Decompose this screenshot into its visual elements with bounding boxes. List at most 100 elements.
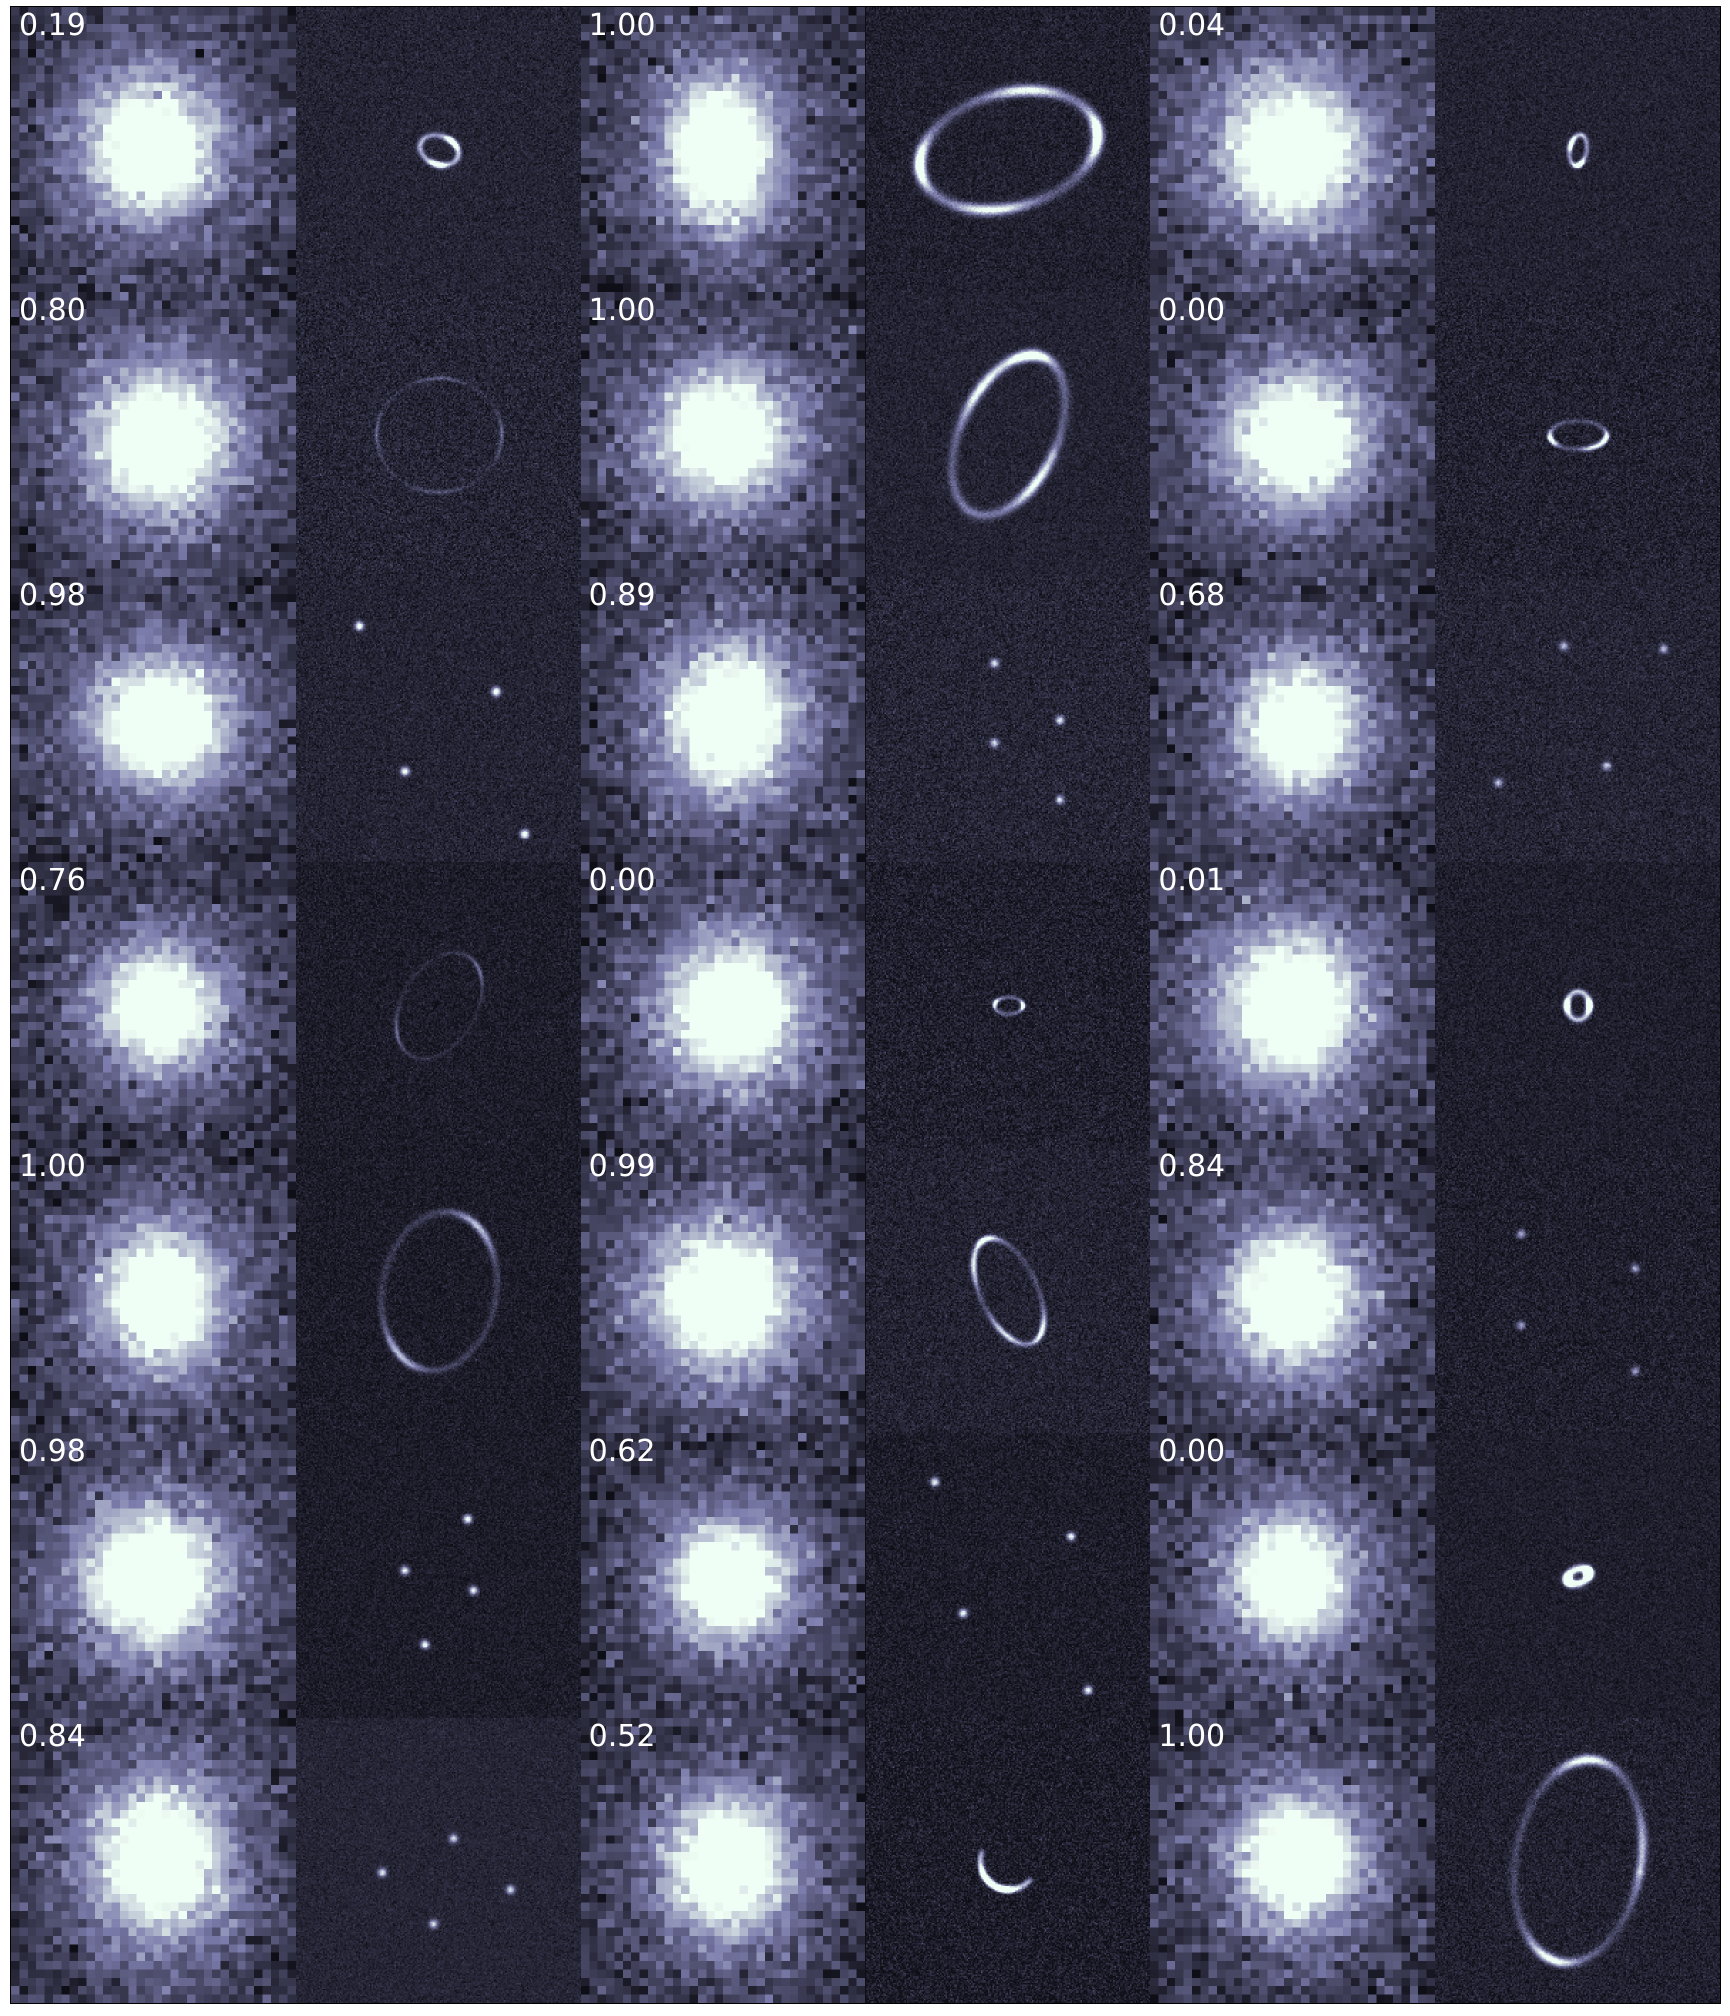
galaxy-cutout	[1150, 7, 1436, 293]
score-label: 0.98	[19, 578, 86, 614]
lensed-source-image	[295, 7, 581, 293]
galaxy-image: 0.99	[580, 1147, 866, 1433]
galaxy-image: 0.84	[11, 1717, 296, 2003]
lensed-source-image	[865, 577, 1151, 863]
score-label: 0.62	[588, 1433, 656, 1469]
lensed-source-image	[1435, 1717, 1720, 2003]
score-label: 0.01	[1158, 863, 1226, 899]
galaxy-cutout	[1150, 862, 1436, 1148]
score-label: 0.00	[588, 863, 656, 899]
galaxy-image: 0.98	[11, 1432, 296, 1718]
galaxy-image: 0.00	[580, 862, 866, 1148]
galaxy-cutout	[580, 7, 866, 293]
lensed-arc-cutout	[1435, 7, 1720, 293]
galaxy-cutout	[1150, 577, 1436, 863]
galaxy-cutout	[1150, 1432, 1436, 1718]
score-label: 0.04	[1158, 8, 1226, 43]
lensed-arc-cutout	[1435, 292, 1720, 578]
lensed-arc-cutout	[865, 1147, 1151, 1433]
galaxy-cutout	[11, 1147, 296, 1433]
score-label: 0.68	[1158, 578, 1226, 614]
lensed-source-image	[865, 1147, 1151, 1433]
lensed-arc-cutout	[1435, 862, 1720, 1148]
galaxy-image: 1.00	[11, 1147, 296, 1433]
score-label: 0.80	[19, 293, 86, 329]
galaxy-image: 0.98	[11, 577, 296, 863]
lensed-arc-cutout	[1435, 577, 1720, 863]
galaxy-cutout	[580, 1432, 866, 1718]
lensed-source-image	[865, 1717, 1151, 2003]
galaxy-image: 0.80	[11, 292, 296, 578]
galaxy-image: 0.19	[11, 7, 296, 293]
lensed-source-image	[295, 862, 581, 1148]
lensed-source-image	[865, 292, 1151, 578]
galaxy-cutout	[580, 292, 866, 578]
lensed-arc-cutout	[1435, 1147, 1720, 1433]
galaxy-cutout	[11, 862, 296, 1148]
galaxy-cutout	[580, 862, 866, 1148]
galaxy-image: 0.76	[11, 862, 296, 1148]
lensed-source-image	[865, 862, 1151, 1148]
lensed-arc-cutout	[865, 862, 1151, 1148]
lensed-source-image	[295, 1147, 581, 1433]
lensed-arc-cutout	[295, 1147, 581, 1433]
lensed-source-image	[295, 292, 581, 578]
galaxy-cutout	[580, 1717, 866, 2003]
lensed-arc-cutout	[865, 7, 1151, 293]
lensed-source-image	[1435, 577, 1720, 863]
galaxy-image: 0.68	[1150, 577, 1436, 863]
lensed-source-image	[295, 1432, 581, 1718]
galaxy-cutout	[1150, 1147, 1436, 1433]
lensed-source-image	[1435, 1147, 1720, 1433]
score-label: 0.98	[19, 1433, 86, 1469]
galaxy-cutout	[580, 577, 866, 863]
score-label: 0.00	[1158, 293, 1226, 329]
galaxy-cutout	[11, 577, 296, 863]
lensed-arc-cutout	[295, 577, 581, 863]
lensed-source-image	[865, 1432, 1151, 1718]
lensed-source-image	[295, 577, 581, 863]
galaxy-cutout	[1150, 1717, 1436, 2003]
lensed-arc-cutout	[865, 577, 1151, 863]
score-label: 0.00	[1158, 1433, 1226, 1469]
galaxy-cutout	[1150, 292, 1436, 578]
lensed-source-image	[1435, 292, 1720, 578]
galaxy-cutout	[11, 1432, 296, 1718]
galaxy-cutout	[11, 1717, 296, 2003]
score-label: 1.00	[588, 8, 656, 43]
lensed-arc-cutout	[865, 1432, 1151, 1718]
score-label: 0.99	[588, 1148, 656, 1184]
score-label: 1.00	[1158, 1718, 1226, 1754]
score-label: 1.00	[19, 1148, 86, 1184]
score-label: 0.19	[19, 8, 86, 43]
score-label: 1.00	[588, 293, 656, 329]
galaxy-image: 0.01	[1150, 862, 1436, 1148]
lensed-source-image	[865, 7, 1151, 293]
lensed-arc-cutout	[295, 862, 581, 1148]
galaxy-cutout	[11, 7, 296, 293]
lensed-arc-cutout	[295, 7, 581, 293]
galaxy-image: 0.52	[580, 1717, 866, 2003]
lensed-arc-cutout	[295, 292, 581, 578]
galaxy-image: 1.00	[580, 292, 866, 578]
galaxy-image: 0.89	[580, 577, 866, 863]
galaxy-image: 1.00	[580, 7, 866, 293]
lensed-arc-cutout	[295, 1717, 581, 2003]
score-label: 0.84	[1158, 1148, 1226, 1184]
galaxy-cutout	[580, 1147, 866, 1433]
galaxy-image: 1.00	[1150, 1717, 1436, 2003]
lensed-arc-cutout	[865, 292, 1151, 578]
galaxy-image: 0.00	[1150, 1432, 1436, 1718]
galaxy-image: 0.84	[1150, 1147, 1436, 1433]
galaxy-cutout	[11, 292, 296, 578]
galaxy-image: 0.00	[1150, 292, 1436, 578]
lensed-source-image	[1435, 1432, 1720, 1718]
lensed-source-image	[1435, 862, 1720, 1148]
score-label: 0.89	[588, 578, 656, 614]
galaxy-image: 0.62	[580, 1432, 866, 1718]
lensed-arc-cutout	[295, 1432, 581, 1718]
score-label: 0.52	[588, 1718, 656, 1754]
lensed-source-image	[1435, 7, 1720, 293]
lensed-arc-cutout	[1435, 1432, 1720, 1718]
score-label: 0.84	[19, 1718, 86, 1754]
